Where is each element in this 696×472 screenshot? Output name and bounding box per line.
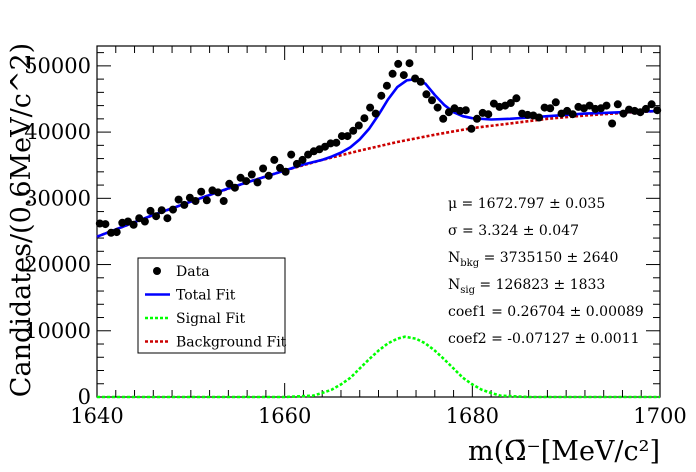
fit-param: coef1 = 0.26704 ± 0.00089: [448, 304, 644, 320]
data-point: [157, 206, 166, 215]
data-point: [647, 100, 656, 109]
data-point: [568, 110, 577, 119]
data-point: [613, 100, 622, 109]
data-point: [197, 187, 206, 196]
data-point: [422, 90, 431, 99]
data-point: [140, 217, 149, 226]
data-point: [512, 94, 521, 103]
fit-param: σ = 3.324 ± 0.047: [448, 223, 579, 239]
x-axis-title: m(Ω̄⁻[MeV/c²]: [468, 436, 660, 467]
data-point: [551, 98, 560, 107]
data-point: [163, 214, 172, 223]
data-point: [152, 212, 161, 221]
data-point: [399, 71, 408, 80]
tick-labels: 1640 1660 1680 1700 0 10000 20000 30000 40000 500…: [24, 54, 687, 428]
legend-box: [137, 257, 286, 354]
data-point: [225, 179, 234, 188]
legend-label: Background Fit: [176, 335, 287, 351]
data-point: [653, 106, 662, 115]
data-point: [506, 99, 515, 107]
data-point: [394, 59, 403, 68]
data-point: [382, 81, 391, 90]
data-point: [287, 150, 296, 159]
legend-label: Total Fit: [176, 288, 236, 304]
data-point: [388, 69, 397, 78]
data-point: [467, 124, 476, 133]
series-signal-fit: [97, 335, 660, 399]
data-point: [608, 119, 617, 128]
data-point: [546, 104, 555, 113]
fit-param: μ = 1672.797 ± 0.035: [448, 196, 605, 212]
data-point: [202, 196, 211, 205]
data-point: [354, 121, 363, 130]
data-point: [416, 77, 425, 86]
data-point: [169, 205, 177, 214]
data-point: [473, 114, 481, 123]
data-point: [281, 167, 290, 176]
fit-parameters-box: μ = 1672.797 ± 0.035 σ = 3.324 ± 0.047 Nbk…: [448, 196, 644, 347]
data-point: [174, 195, 183, 204]
data-point: [366, 103, 375, 112]
legend-label: Signal Fit: [176, 311, 246, 327]
data-point: [242, 177, 251, 186]
legend-marker: [153, 267, 161, 275]
legend-label: Data: [176, 264, 210, 280]
data-point: [619, 109, 628, 118]
data-point: [343, 132, 352, 141]
data-point: [276, 163, 284, 172]
data-point: [270, 155, 279, 164]
data-point: [264, 171, 273, 180]
data-point: [253, 178, 262, 187]
fit-param: Nbkg = 3735150 ± 2640: [448, 250, 618, 269]
data-point: [444, 108, 453, 117]
data-point: [461, 106, 470, 115]
data-point: [428, 96, 436, 105]
data-point: [332, 138, 341, 147]
data-point: [360, 114, 369, 123]
y-tick-label: 20000: [24, 253, 91, 277]
axis-ticks: [96, 46, 661, 398]
y-tick-label: 30000: [24, 186, 91, 210]
data-point: [112, 228, 121, 237]
data-point: [371, 109, 380, 118]
y-tick-label: 0: [78, 385, 91, 409]
y-tick-label: 40000: [24, 120, 91, 144]
data-point: [129, 220, 138, 229]
series-total-fit: [96, 77, 661, 238]
data-point: [641, 104, 650, 113]
data-point: [298, 155, 307, 164]
x-tick-label: 1700: [633, 404, 686, 428]
fit-param: Nsig = 126823 ± 1833: [448, 277, 605, 296]
y-tick-label: 10000: [24, 319, 91, 343]
data-point: [602, 101, 611, 110]
data-point: [439, 114, 448, 123]
series-background-fit: [96, 109, 661, 238]
x-tick-label: 1660: [258, 404, 311, 428]
data-point: [292, 159, 301, 168]
data-point: [247, 170, 256, 179]
data-points: [95, 59, 662, 237]
x-tick-label: 1680: [446, 404, 499, 428]
data-point: [219, 197, 228, 205]
data-point: [146, 206, 155, 215]
data-point: [349, 126, 358, 135]
data-point: [214, 188, 222, 197]
x-tick-label: 1640: [70, 404, 123, 428]
data-point: [405, 59, 414, 68]
y-tick-label: 50000: [24, 54, 91, 78]
data-point: [433, 103, 442, 112]
data-point: [484, 110, 493, 119]
legend: Data Total Fit Signal Fit Background Fit: [137, 257, 287, 354]
fit-param: coef2 = -0.07127 ± 0.0011: [448, 331, 640, 347]
data-point: [191, 197, 200, 205]
data-point: [337, 132, 346, 141]
data-point: [101, 220, 110, 229]
data-point: [230, 183, 239, 192]
data-point: [259, 164, 268, 173]
y-axis-title: Candidates/(0.6MeV/c^2): [6, 43, 37, 397]
data-point: [377, 91, 386, 100]
data-point: [180, 200, 189, 209]
data-point: [535, 113, 543, 122]
